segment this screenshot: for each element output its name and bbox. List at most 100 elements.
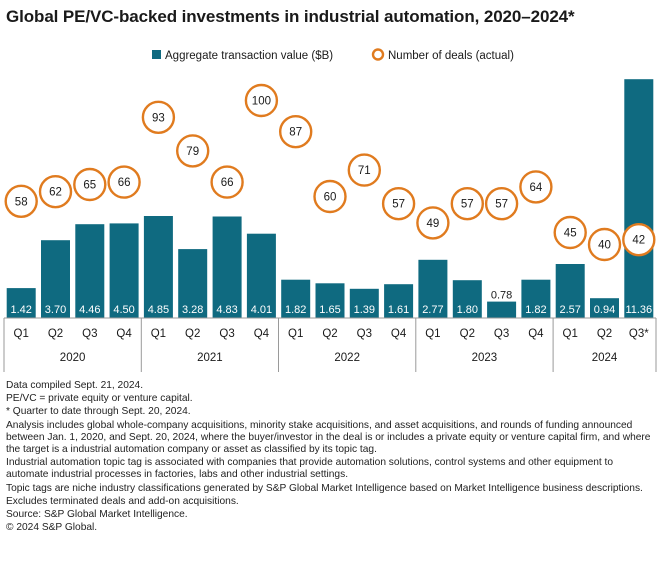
deal-value-label-1: 62 [49, 187, 62, 199]
year-label-2022: 2022 [334, 352, 360, 364]
note-quarter-to-date: * Quarter to date through Sept. 20, 2024… [6, 406, 191, 418]
quarter-tick-label-7: Q4 [254, 328, 270, 340]
chart-canvas: Aggregate transaction value ($B) Number … [3, 48, 657, 372]
deal-value-label-16: 45 [564, 228, 577, 240]
legend-circle-swatch [371, 48, 385, 61]
quarter-tick-label-15: Q4 [528, 328, 544, 340]
bar-value-label-7: 4.01 [251, 304, 272, 316]
deal-value-label-13: 57 [461, 199, 474, 211]
bar-value-label-17: 0.94 [594, 304, 615, 316]
deal-marker-17 [587, 227, 622, 262]
deal-value-label-10: 71 [358, 165, 371, 177]
bar-value-label-4: 4.85 [148, 304, 169, 316]
quarter-tick-label-4: Q1 [151, 328, 166, 340]
deal-marker-10 [347, 153, 381, 187]
year-label-2024: 2024 [592, 352, 618, 364]
note-source: Source: S&P Global Market Intelligence. [6, 509, 188, 521]
quarter-tick-label-5: Q2 [185, 328, 200, 340]
bar-3 [109, 223, 139, 318]
deal-value-label-8: 87 [289, 127, 302, 139]
deal-value-label-5: 79 [186, 146, 199, 158]
deal-value-label-7: 100 [252, 96, 271, 108]
deal-value-label-3: 66 [118, 177, 131, 189]
footnotes: Data compiled Sept. 21, 2024. PE/VC = pr… [6, 380, 656, 535]
bar-12 [418, 259, 448, 318]
note-topic-tag: Industrial automation topic tag is assoc… [6, 457, 614, 481]
quarter-tick-label-1: Q2 [48, 328, 63, 340]
bar-8 [281, 279, 311, 318]
deal-marker-16 [553, 215, 587, 250]
bar-15 [521, 279, 551, 318]
deal-marker-4 [141, 100, 176, 135]
deal-marker-11 [381, 186, 416, 221]
bar-14 [487, 301, 517, 318]
deal-value-label-4: 93 [152, 112, 165, 124]
bar-7 [246, 233, 276, 318]
note-excludes: Excludes terminated deals and add-on acq… [6, 495, 239, 507]
deal-marker-3 [107, 165, 141, 199]
note-analysis: Analysis includes global whole-company a… [6, 419, 651, 456]
bar-5 [178, 249, 208, 318]
quarter-tick-label-16: Q1 [563, 328, 578, 340]
bar-1 [41, 240, 70, 318]
deal-marker-12 [416, 206, 450, 240]
bar-0 [6, 288, 36, 318]
bar-4 [143, 216, 173, 318]
deal-value-label-0: 58 [15, 196, 28, 208]
deal-marker-6 [210, 165, 244, 199]
bar-value-label-10: 1.39 [354, 304, 375, 316]
quarter-tick-label-0: Q1 [14, 328, 29, 340]
deal-marker-18 [622, 222, 656, 257]
plot-area: 1.42 58 Q1 3.70 62 Q2 4.46 65 Q3 4.50 66 Q4 4.85 93 Q1… [3, 79, 657, 372]
quarter-tick-label-10: Q3 [357, 328, 372, 340]
bar-value-label-11: 1.61 [388, 304, 409, 316]
legend-bar-swatch [152, 50, 161, 59]
deal-marker-8 [279, 114, 313, 149]
quarter-tick-label-12: Q1 [425, 328, 440, 340]
legend-circle-label: Number of deals (actual) [388, 50, 514, 62]
bar-9 [315, 283, 345, 318]
bar-value-label-12: 2.77 [422, 304, 443, 316]
bar-value-label-15: 1.82 [525, 304, 546, 316]
bar-value-label-13: 1.80 [457, 304, 478, 316]
bar-13 [452, 280, 482, 318]
bar-11 [384, 284, 414, 318]
quarter-tick-label-17: Q2 [597, 328, 612, 340]
bar-2 [75, 224, 105, 318]
quarter-tick-label-3: Q4 [116, 328, 132, 340]
chart-title: Global PE/VC-backed investments in indus… [6, 7, 575, 26]
deal-marker-5 [175, 134, 210, 168]
deal-value-label-15: 64 [530, 182, 543, 194]
quarter-tick-label-8: Q1 [288, 328, 303, 340]
bar-value-label-8: 1.82 [285, 304, 306, 316]
bar-value-label-18: 11.36 [625, 304, 652, 316]
quarter-tick-label-13: Q2 [460, 328, 475, 340]
deal-marker-14 [484, 186, 519, 221]
deal-value-label-12: 49 [427, 218, 440, 230]
legend-bar-label: Aggregate transaction value ($B) [165, 50, 333, 62]
bar-value-label-1: 3.70 [45, 304, 66, 316]
bar-18 [624, 79, 654, 318]
bar-value-label-2: 4.46 [79, 304, 100, 316]
bar-value-label-9: 1.65 [319, 304, 340, 316]
bar-16 [555, 264, 585, 318]
deal-value-label-17: 40 [598, 240, 611, 252]
note-topic-tags-niche: Topic tags are niche industry classifica… [6, 482, 643, 494]
bar-6 [212, 216, 242, 318]
quarter-tick-label-14: Q3 [494, 328, 509, 340]
bar-17 [590, 298, 619, 318]
bar-value-label-6: 4.83 [216, 304, 237, 316]
deal-value-label-14: 57 [495, 199, 508, 211]
deal-marker-7 [244, 83, 279, 118]
deal-value-label-18: 42 [632, 235, 645, 247]
note-pe-vc: PE/VC = private equity or venture capita… [6, 393, 193, 405]
deal-marker-2 [73, 167, 107, 202]
deal-marker-0 [4, 184, 38, 219]
note-compiled: Data compiled Sept. 21, 2024. [6, 380, 144, 391]
quarter-tick-label-9: Q2 [322, 328, 337, 340]
legend: Aggregate transaction value ($B) Number … [152, 48, 514, 62]
year-label-2020: 2020 [60, 352, 86, 364]
deal-marker-15 [519, 170, 553, 204]
quarter-tick-label-2: Q3 [82, 328, 97, 340]
note-copyright: © 2024 S&P Global. [6, 522, 98, 534]
